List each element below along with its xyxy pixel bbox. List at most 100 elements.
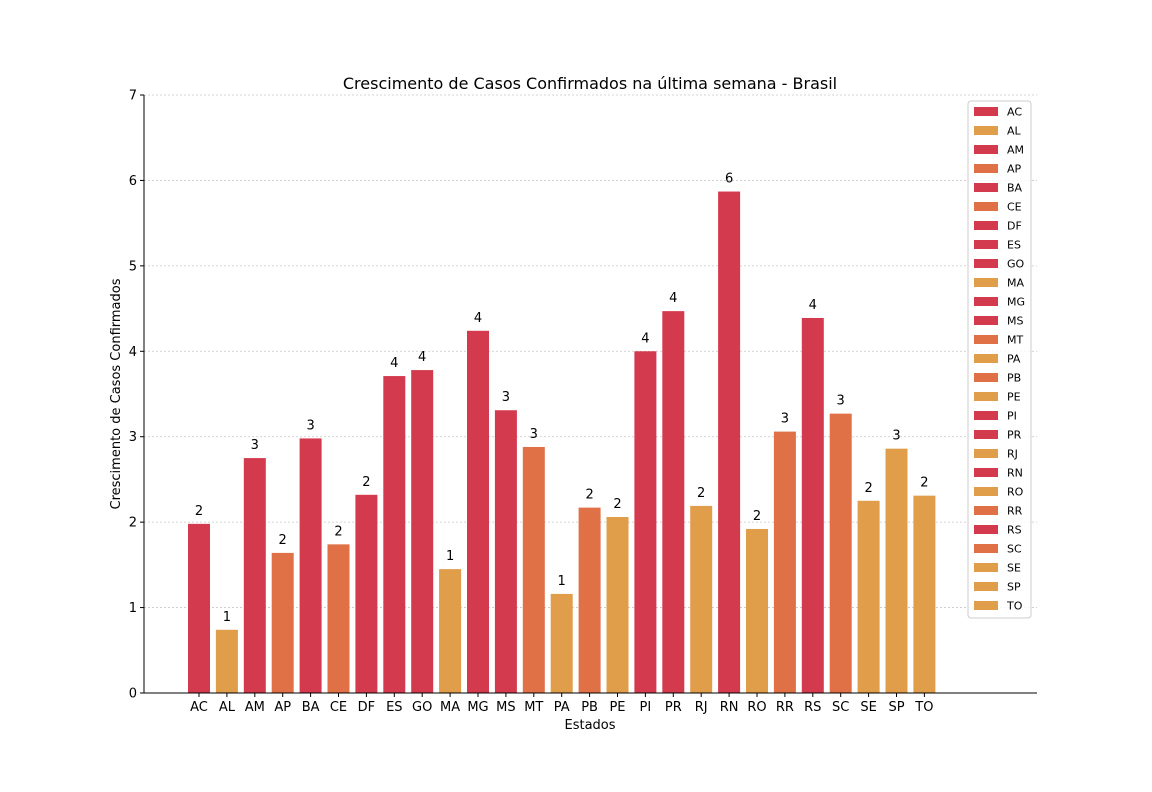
bar-rs: [801, 317, 824, 693]
data-label-ce: 2: [334, 524, 342, 539]
legend-label-pi: PI: [1007, 410, 1017, 423]
x-tick-label-rs: RS: [804, 700, 821, 715]
data-label-ms: 3: [502, 390, 510, 405]
x-tick-label-rr: RR: [776, 700, 794, 715]
legend-label-pa: PA: [1007, 353, 1021, 366]
legend-label-am: AM: [1007, 144, 1024, 157]
legend-swatch-ma: [974, 278, 998, 287]
chart-title: Crescimento de Casos Confirmados na últi…: [343, 74, 837, 93]
bar-to: [913, 495, 936, 693]
data-label-es: 4: [390, 356, 398, 371]
data-label-rn: 6: [725, 172, 733, 187]
x-tick-label-sc: SC: [832, 700, 849, 715]
legend-swatch-ro: [974, 487, 998, 496]
legend-label-rs: RS: [1007, 524, 1022, 537]
y-tick-label: 1: [129, 601, 137, 616]
data-label-ba: 3: [306, 418, 314, 433]
legend-swatch-sp: [974, 582, 998, 591]
x-tick-label-sp: SP: [888, 700, 904, 715]
x-tick-label-rj: RJ: [695, 700, 708, 715]
legend-swatch-se: [974, 563, 998, 572]
legend-label-ac: AC: [1007, 106, 1022, 119]
legend-label-se: SE: [1007, 562, 1021, 575]
x-axis-label: Estados: [564, 718, 615, 733]
data-label-pa: 1: [558, 574, 566, 589]
legend-label-df: DF: [1007, 220, 1022, 233]
legend-label-mg: MG: [1007, 296, 1025, 309]
legend-swatch-pi: [974, 411, 998, 420]
legend[interactable]: AC AL AM AP BA CE DF ES GO MA MG MS MT PA PB PE PI PR RJ RN…: [967, 100, 1032, 619]
bar-rn: [718, 191, 741, 693]
data-label-sc: 3: [837, 394, 845, 409]
x-tick-label-al: AL: [219, 700, 236, 715]
x-tick-label-pe: PE: [609, 700, 625, 715]
legend-label-sp: SP: [1007, 581, 1021, 594]
axes: [143, 95, 1037, 694]
y-tick-label: 7: [129, 89, 137, 104]
bar-df: [355, 494, 378, 693]
data-label-pr: 4: [669, 291, 677, 306]
bar-ap: [271, 552, 294, 693]
bar-sp: [885, 448, 908, 693]
x-tick-label-ap: AP: [274, 700, 291, 715]
x-tick-label-rn: RN: [720, 700, 739, 715]
x-tick-labels: AC AL AM AP BA CE DF ES GO MA MG MS MT PA PB PE PI PR RJ RN…: [190, 693, 933, 715]
x-tick-label-go: GO: [412, 700, 432, 715]
legend-label-rn: RN: [1007, 467, 1023, 480]
bar-mg: [467, 330, 489, 693]
data-label-ma: 1: [446, 549, 454, 564]
data-label-ap: 2: [279, 533, 287, 548]
data-label-al: 1: [223, 610, 231, 625]
bar-sc: [829, 413, 852, 693]
data-labels: 2 1 3 2 3 2 2 4 4 1 4 3 3 1 2 2 4 4 2 6 2 3 4 3 2 3 2: [195, 172, 929, 625]
x-tick-label-pb: PB: [581, 700, 598, 715]
bar-go: [411, 370, 434, 693]
bar-rj: [690, 505, 713, 693]
bar-ce: [327, 544, 350, 693]
data-label-rj: 2: [697, 486, 705, 501]
bar-pb: [578, 507, 601, 693]
legend-swatch-pa: [974, 354, 998, 363]
x-tick-label-ba: BA: [302, 700, 320, 715]
legend-swatch-rr: [974, 506, 998, 515]
legend-label-ce: CE: [1007, 201, 1022, 214]
legend-swatch-ce: [974, 202, 998, 211]
legend-swatch-ac: [974, 107, 998, 116]
y-tick-label: 0: [129, 687, 137, 702]
data-label-se: 2: [864, 481, 872, 496]
bar-am: [243, 458, 266, 693]
x-tick-label-am: AM: [245, 700, 265, 715]
y-tick-label: 2: [129, 516, 137, 531]
legend-swatch-ap: [974, 164, 998, 173]
x-tick-label-ac: AC: [190, 700, 208, 715]
bar-pr: [662, 311, 685, 693]
bar-se: [857, 500, 880, 693]
legend-swatch-mt: [974, 335, 998, 344]
legend-label-pe: PE: [1007, 391, 1021, 404]
legend-label-ma: MA: [1007, 277, 1024, 290]
data-label-to: 2: [920, 476, 928, 491]
x-tick-label-ro: RO: [747, 700, 766, 715]
bar-pe: [606, 517, 629, 693]
legend-swatch-df: [974, 221, 998, 230]
bar-ac: [188, 523, 210, 693]
bar-pa: [550, 593, 573, 693]
bar-ma: [439, 569, 462, 693]
bar-ro: [746, 528, 768, 693]
legend-swatch-pe: [974, 392, 998, 401]
x-tick-label-to: TO: [914, 700, 933, 715]
legend-label-go: GO: [1007, 258, 1025, 271]
bar-pi: [634, 351, 657, 693]
legend-swatch-to: [974, 601, 998, 610]
data-label-go: 4: [418, 350, 426, 365]
legend-label-to: TO: [1006, 600, 1023, 613]
data-label-rs: 4: [809, 298, 817, 313]
y-tick-label: 5: [129, 259, 137, 274]
data-label-sp: 3: [892, 429, 900, 444]
legend-label-rj: RJ: [1007, 448, 1018, 461]
legend-swatch-go: [974, 259, 998, 268]
y-tick-label: 6: [129, 174, 137, 189]
y-tick-label: 4: [129, 345, 137, 360]
legend-label-pb: PB: [1007, 372, 1021, 385]
